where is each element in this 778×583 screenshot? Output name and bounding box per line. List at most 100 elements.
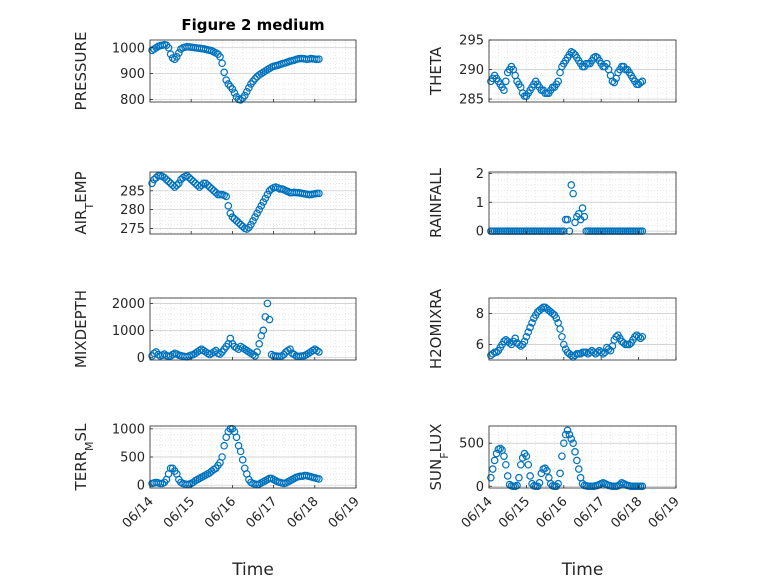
data-point: [236, 220, 245, 229]
data-point: [203, 181, 212, 189]
data-point: [573, 456, 581, 465]
data-point: [187, 175, 196, 184]
data-point: [315, 348, 323, 356]
y-tick-label: 290: [459, 63, 484, 78]
data-point: [565, 430, 574, 439]
data-point: [526, 323, 534, 332]
subplot-air_temp: 275 280 285 AIRTEMP: [72, 171, 357, 237]
data-point: [502, 77, 510, 86]
data-point: [500, 86, 508, 94]
subplot-terr_msl: 0 500 1000 TERRMSL 06/14 06/15 06/16 06/17 06/18…: [72, 422, 363, 580]
data-point: [522, 452, 531, 460]
data-point: [263, 299, 272, 308]
data-point: [210, 186, 218, 195]
data-point: [490, 456, 499, 465]
data-point: [315, 475, 323, 483]
x-tick-label: 06/14: [120, 494, 157, 531]
data-point: [520, 337, 529, 346]
data-point: [515, 340, 523, 349]
subplot-pressure: 800 900 1000 PRESSURE Figure 2 medium: [72, 16, 357, 111]
data-point: [208, 185, 216, 193]
data-point: [216, 52, 224, 61]
x-tick-label: 06/15: [161, 494, 198, 531]
x-tick-label: 06/19: [326, 494, 363, 531]
data-point: [500, 452, 508, 460]
data-point: [625, 340, 634, 349]
y-tick-label: 275: [120, 222, 145, 237]
axes-box: [149, 171, 357, 235]
data-point: [243, 87, 251, 96]
y-axis-label: MIXDEPTH: [72, 290, 90, 368]
data-point: [487, 473, 495, 482]
y-tick-label: 0: [137, 479, 145, 494]
y-tick-label: 285: [459, 93, 484, 108]
data-point: [166, 50, 175, 59]
data-point: [515, 473, 523, 482]
data-point: [160, 173, 169, 182]
data-point: [220, 441, 228, 450]
y-tick-label: 280: [120, 203, 145, 218]
x-axis-label: Time: [561, 560, 604, 580]
data-point: [172, 181, 181, 189]
data-point: [543, 466, 551, 475]
data-point: [255, 205, 263, 214]
data-point: [236, 96, 245, 104]
y-tick-label: 2: [476, 167, 484, 182]
subplot-h2omixra: 6 8 H2OMIXRA: [427, 288, 677, 369]
data-point: [261, 194, 270, 203]
data-point: [638, 482, 647, 491]
y-tick-label: 900: [120, 67, 145, 82]
data-point: [567, 435, 576, 443]
data-point: [559, 340, 568, 349]
axes-box: [488, 171, 677, 235]
y-tick-label: 0: [476, 480, 484, 495]
data-point: [556, 469, 564, 478]
data-point: [636, 334, 645, 343]
data-point: [172, 52, 181, 61]
data-point: [315, 55, 323, 63]
y-axis-label: PRESSURE: [72, 32, 90, 111]
x-tick-label: 06/18: [285, 494, 322, 531]
data-point: [559, 439, 568, 448]
data-point: [263, 190, 272, 199]
y-tick-label: 0: [137, 351, 145, 366]
data-point: [205, 183, 214, 191]
data-point: [492, 348, 501, 357]
data-point: [249, 217, 257, 225]
x-tick-label: 06/15: [496, 494, 533, 531]
data-point: [220, 68, 228, 77]
data-point: [243, 225, 251, 233]
data-point: [313, 189, 321, 198]
data-point: [251, 74, 259, 83]
x-tick-label: 06/16: [534, 494, 571, 531]
data-point: [255, 340, 263, 348]
axes-box: [488, 425, 677, 489]
data-point: [569, 439, 577, 448]
data-point: [164, 177, 173, 186]
data-point: [201, 179, 210, 188]
data-point: [218, 59, 226, 68]
data-point: [563, 215, 572, 224]
axes-box: [488, 297, 677, 361]
data-point: [591, 52, 600, 61]
data-point: [638, 77, 647, 86]
data-point: [253, 348, 261, 356]
data-point: [552, 314, 561, 322]
data-point: [251, 213, 259, 221]
data-point: [232, 217, 241, 225]
data-point: [511, 334, 519, 343]
data-point: [638, 332, 647, 341]
y-tick-label: 1: [476, 196, 484, 211]
y-axis-label: RAINFALL: [427, 167, 445, 238]
data-point: [599, 349, 607, 358]
data-point: [216, 350, 224, 358]
data-point: [513, 481, 521, 490]
x-tick-label: 06/17: [571, 494, 608, 531]
data-point: [634, 332, 643, 341]
data-point: [162, 175, 171, 184]
data-point: [199, 179, 208, 188]
x-tick-label: 06/14: [459, 494, 496, 531]
data-point: [253, 209, 261, 218]
y-tick-label: 295: [459, 34, 484, 49]
